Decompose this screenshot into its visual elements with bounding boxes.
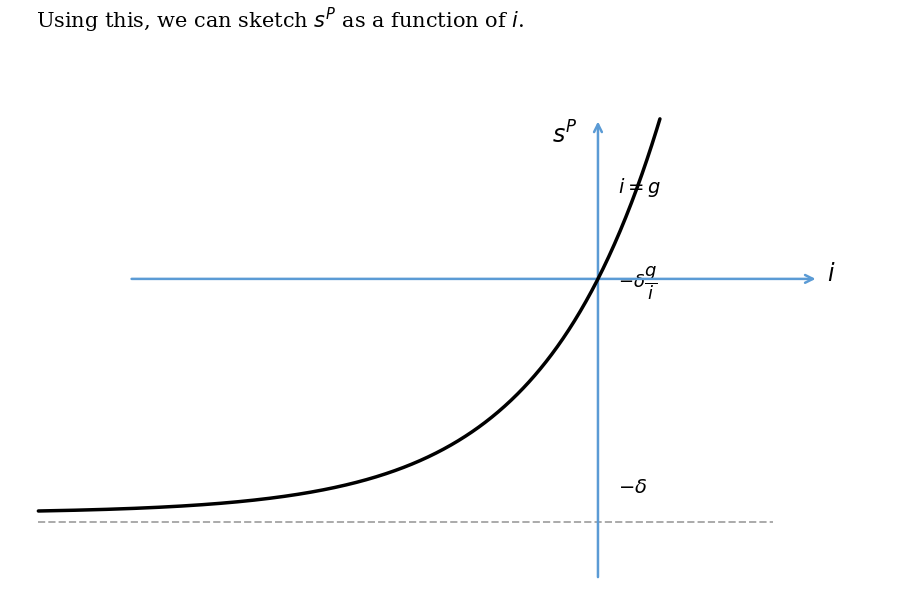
Text: $s^P$: $s^P$ xyxy=(552,121,577,149)
Text: $i = g$: $i = g$ xyxy=(618,176,661,200)
Text: Using this, we can sketch $s^P$ as a function of $i$.: Using this, we can sketch $s^P$ as a fun… xyxy=(36,6,524,35)
Text: $-\delta\dfrac{g}{i}$: $-\delta\dfrac{g}{i}$ xyxy=(618,264,658,302)
Text: $i$: $i$ xyxy=(827,262,836,285)
Text: $-\delta$: $-\delta$ xyxy=(618,479,648,497)
